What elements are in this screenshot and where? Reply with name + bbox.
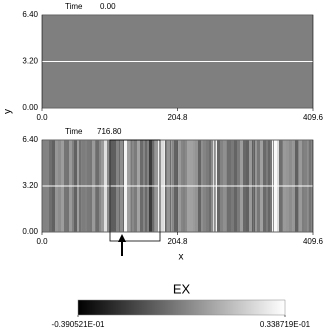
colorbar-label: -0.390521E-01: [52, 320, 105, 329]
annotation-box: [109, 139, 161, 242]
x-tick-label: 409.6: [303, 237, 324, 246]
colorbar-title: EX: [173, 281, 191, 296]
time-label: Time: [65, 127, 83, 136]
x-tick-label: 0.0: [36, 113, 48, 122]
plots: 0.00 3.20 6.40 0.0 204.8 409.6 Time 0.00 y 0.00 3.…: [3, 2, 324, 329]
colorbar-label: 0.338719E-01: [260, 320, 311, 329]
colorbar: [77, 299, 286, 316]
x-tick-label: 204.8: [167, 237, 188, 246]
arrow-head: [118, 234, 126, 242]
x-axis-title: x: [179, 252, 184, 263]
time-value: 716.80: [97, 127, 122, 136]
x-tick-label: 204.8: [167, 113, 188, 122]
x-tick-label: 0.0: [36, 237, 48, 246]
plot-border: [41, 139, 314, 233]
y-tick-label: 6.40: [22, 10, 38, 19]
y-axis-title: y: [3, 109, 14, 114]
y-tick-label: 0.00: [22, 227, 38, 236]
time-label: Time: [65, 2, 83, 11]
y-tick-label: 0.00: [22, 103, 38, 112]
y-tick-label: 6.40: [22, 135, 38, 144]
y-tick-label: 3.20: [22, 57, 38, 66]
plot-border: [41, 14, 314, 109]
x-tick-label: 409.6: [303, 113, 324, 122]
time-value: 0.00: [100, 2, 116, 11]
y-tick-label: 3.20: [22, 181, 38, 190]
